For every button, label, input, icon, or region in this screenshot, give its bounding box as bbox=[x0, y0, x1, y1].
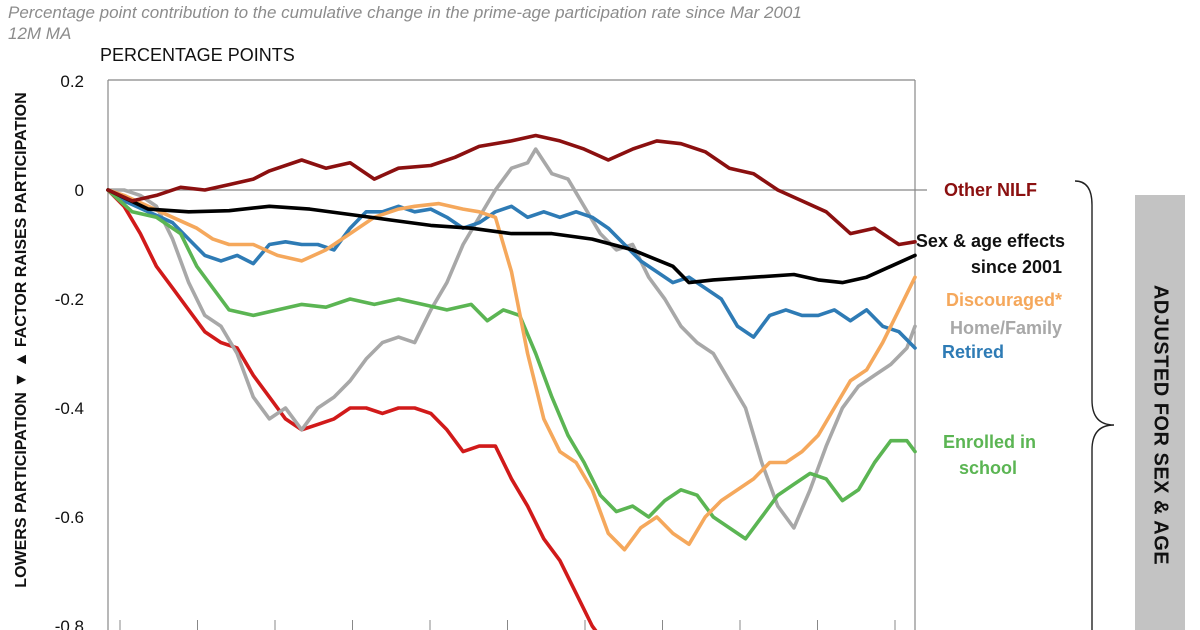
chart-axes bbox=[107, 79, 927, 630]
series-line-other-nilf bbox=[106, 133, 917, 247]
series-line-retired bbox=[106, 188, 917, 350]
y-tick-label: -0.6 bbox=[55, 508, 84, 527]
curly-brace bbox=[1074, 180, 1115, 630]
y-tick-label: -0.4 bbox=[55, 399, 84, 418]
chart-subtitle: Percentage point contribution to the cum… bbox=[8, 3, 802, 22]
side-label-bar bbox=[1135, 195, 1185, 630]
y-tick-label: -0.2 bbox=[55, 290, 84, 309]
group-brace bbox=[1074, 180, 1115, 630]
label-discouraged: Discouraged* bbox=[945, 290, 1062, 310]
y-tick-label: 0.2 bbox=[60, 72, 84, 91]
series-line-unlabeled bbox=[106, 188, 598, 630]
series-line-discouraged bbox=[106, 188, 917, 552]
label-other-nilf: Other NILF bbox=[944, 180, 1037, 200]
label-school: school bbox=[958, 458, 1017, 478]
y-tick-label: 0 bbox=[75, 181, 84, 200]
series-line-enrolled-in-school bbox=[106, 188, 917, 541]
series-line-sex-age-effects-since-2001 bbox=[106, 188, 917, 285]
series-line-home-family bbox=[106, 147, 917, 530]
y-tick-label: -0.8 bbox=[55, 617, 84, 630]
moving-average-note: 12M MA bbox=[8, 24, 72, 43]
label-enrolled-in: Enrolled in bbox=[942, 432, 1036, 452]
label-home-family: Home/Family bbox=[949, 318, 1062, 338]
label-since-2001: since 2001 bbox=[970, 257, 1062, 277]
label-retired: Retired bbox=[941, 342, 1004, 362]
label-sex-age-effects: Sex & age effects bbox=[915, 231, 1065, 251]
units-label: PERCENTAGE POINTS bbox=[100, 45, 295, 65]
y-tick-labels: 0.2 0 -0.2 -0.4 -0.6 -0.8 bbox=[55, 72, 84, 630]
side-label-text: ADJUSTED FOR SEX & AGE bbox=[1149, 284, 1172, 566]
chart-series bbox=[106, 133, 917, 630]
